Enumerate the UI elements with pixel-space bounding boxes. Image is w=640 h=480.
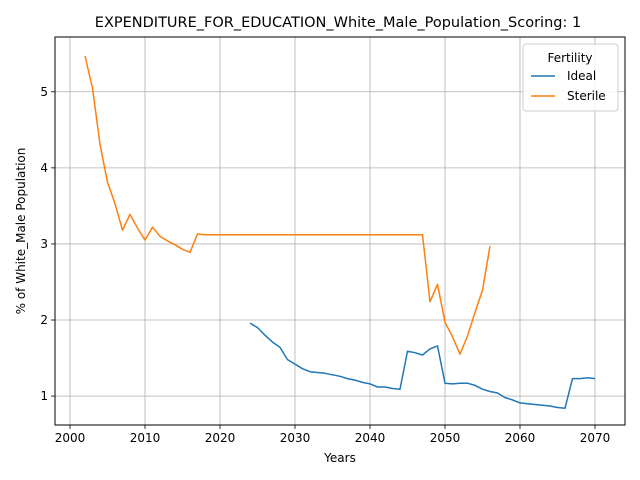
chart-title: EXPENDITURE_FOR_EDUCATION_White_Male_Pop… (95, 15, 581, 31)
series-lines (84, 55, 596, 410)
x-tick-label: 2070 (580, 431, 611, 445)
series-line-ideal (249, 322, 596, 410)
legend-label: Ideal (567, 69, 596, 83)
plot-frame (54, 36, 626, 426)
x-tick-label: 2040 (355, 431, 386, 445)
y-tick-label: 3 (40, 237, 48, 251)
y-tick-label: 5 (40, 85, 48, 99)
x-tick-label: 2020 (205, 431, 236, 445)
x-axis-label: Years (323, 451, 356, 465)
legend-entries: Ideal Sterile (531, 69, 606, 103)
y-axis-ticks: 1 2 3 4 5 (40, 85, 55, 403)
x-tick-label: 2030 (280, 431, 311, 445)
y-tick-label: 2 (40, 313, 48, 327)
y-axis-label: % of White_Male Population (14, 148, 28, 315)
legend: Fertility Ideal Sterile (522, 43, 619, 112)
x-axis-ticks: 2000 2010 2020 2030 2040 2050 2060 2070 (55, 425, 611, 445)
x-tick-label: 2000 (55, 431, 86, 445)
y-tick-label: 4 (40, 161, 48, 175)
x-tick-label: 2050 (430, 431, 461, 445)
legend-label: Sterile (567, 89, 606, 103)
series-line-sterile (84, 55, 491, 355)
legend-box (522, 43, 619, 112)
x-tick-label: 2010 (130, 431, 161, 445)
x-tick-label: 2060 (505, 431, 536, 445)
y-tick-label: 1 (40, 389, 48, 403)
legend-title: Fertility (547, 51, 592, 65)
